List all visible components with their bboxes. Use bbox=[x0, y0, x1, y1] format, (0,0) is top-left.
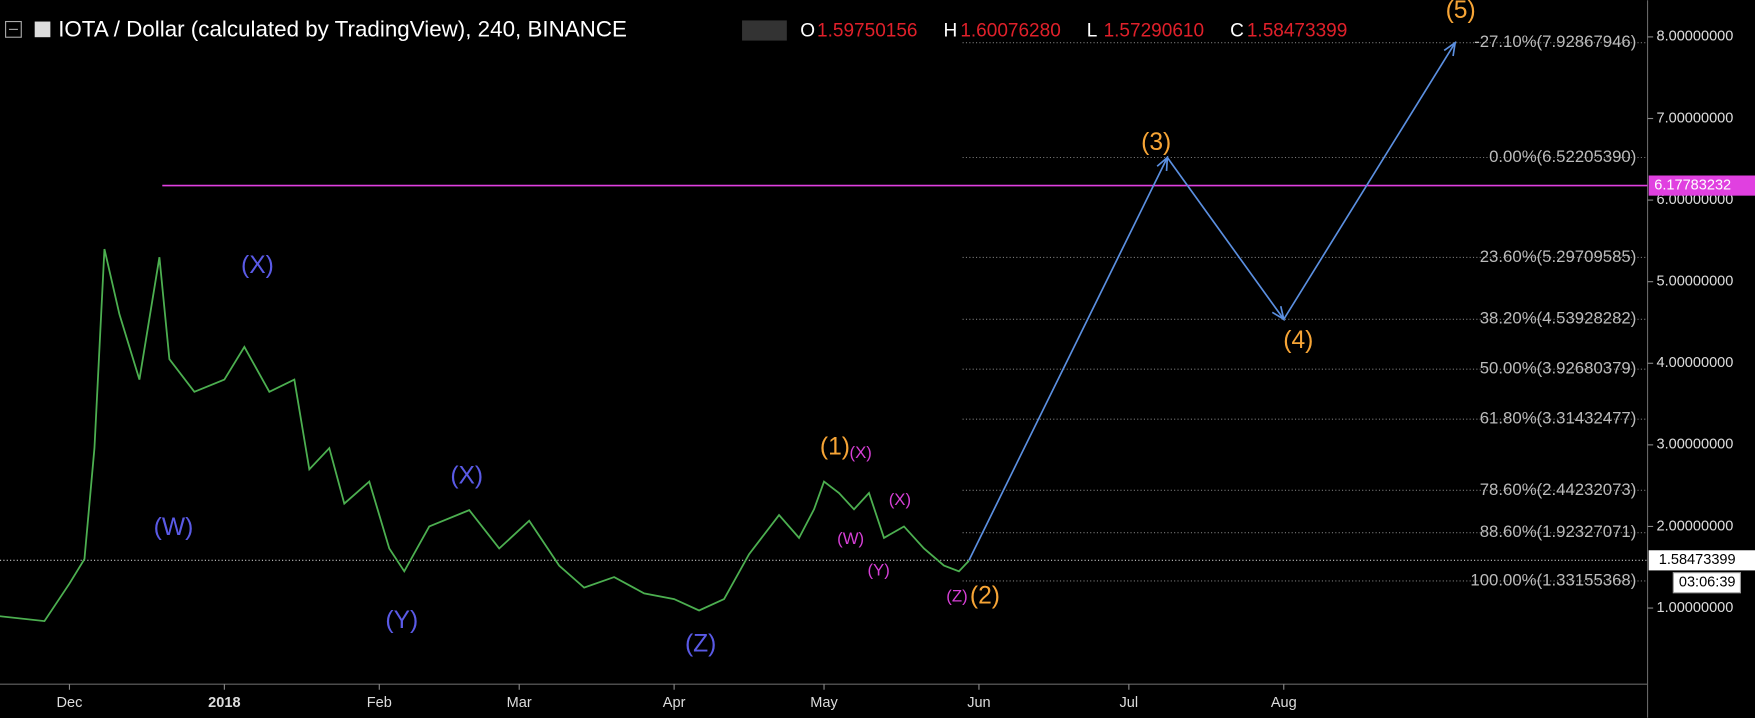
wave-label: (2) bbox=[970, 582, 1000, 609]
x-tick-label: Apr bbox=[663, 695, 686, 711]
y-tick-label: 6.00000000 bbox=[1657, 192, 1734, 208]
wave-label: (X) bbox=[450, 463, 483, 490]
settings-icons[interactable] bbox=[742, 20, 787, 41]
projection-arrow bbox=[1156, 155, 1169, 171]
countdown-tag bbox=[1672, 572, 1742, 594]
wave-label: (X) bbox=[850, 443, 872, 462]
ohlc-key: L bbox=[1087, 21, 1098, 42]
symbol-icon bbox=[34, 21, 51, 38]
wave-label: (W) bbox=[837, 529, 864, 548]
wave-label: (X) bbox=[241, 252, 274, 279]
fib-label: 100.00%(1.33155368) bbox=[1470, 570, 1636, 589]
ohlc-value: 1.57290610 bbox=[1104, 21, 1204, 42]
fib-label: 78.60%(2.44232073) bbox=[1480, 480, 1637, 499]
y-tick-label: 3.00000000 bbox=[1657, 437, 1734, 453]
fib-label: -27.10%(7.92867946) bbox=[1474, 32, 1636, 51]
fib-label: 88.60%(1.92327071) bbox=[1480, 522, 1637, 541]
last-price-tag bbox=[1648, 550, 1755, 571]
wave-label: (4) bbox=[1283, 327, 1313, 354]
ohlc-key: O bbox=[800, 21, 815, 42]
ohlc-key: H bbox=[944, 21, 958, 42]
ohlc-value: 1.60076280 bbox=[960, 21, 1060, 42]
wave-label: (Z) bbox=[946, 586, 967, 605]
fib-label: 61.80%(3.31432477) bbox=[1480, 409, 1637, 428]
countdown-label: 03:06:39 bbox=[1679, 575, 1736, 591]
resistance-tag-label: 6.17783232 bbox=[1654, 177, 1731, 193]
collapse-icon[interactable] bbox=[5, 20, 22, 38]
wave-label: (Z) bbox=[685, 630, 716, 657]
wave-label: (5) bbox=[1446, 0, 1476, 24]
ohlc-value: 1.59750156 bbox=[817, 21, 917, 42]
ohlc-key: C bbox=[1230, 21, 1244, 42]
wave-label: (3) bbox=[1141, 129, 1171, 156]
y-tick-label: 4.00000000 bbox=[1657, 355, 1734, 371]
x-tick-label: May bbox=[810, 695, 838, 711]
wave-label: (Y) bbox=[385, 607, 418, 634]
fib-label: 23.60%(5.29709585) bbox=[1480, 247, 1637, 266]
last-price-tag-label: 1.58473399 bbox=[1659, 552, 1736, 568]
x-tick-label: 2018 bbox=[208, 695, 240, 711]
wave-label: (1) bbox=[820, 433, 850, 460]
ohlc-value: 1.58473399 bbox=[1247, 21, 1347, 42]
y-tick-label: 1.00000000 bbox=[1657, 600, 1734, 616]
x-tick-label: Mar bbox=[507, 695, 532, 711]
fib-label: 38.20%(4.53928282) bbox=[1480, 309, 1637, 328]
symbol-title: IOTA / Dollar (calculated by TradingView… bbox=[58, 16, 627, 41]
wave-label: (X) bbox=[889, 490, 911, 509]
x-tick-label: Aug bbox=[1271, 695, 1297, 711]
price-line bbox=[0, 248, 970, 623]
wave-label: (W) bbox=[154, 514, 194, 541]
y-tick-label: 8.00000000 bbox=[1657, 29, 1734, 45]
y-tick-label: 5.00000000 bbox=[1657, 274, 1734, 290]
resistance-tag bbox=[1648, 175, 1755, 196]
x-tick-label: Jun bbox=[967, 695, 990, 711]
projection-arrow bbox=[1271, 305, 1286, 322]
projection-line bbox=[968, 42, 1456, 561]
y-tick-label: 7.00000000 bbox=[1657, 110, 1734, 126]
fib-label: 50.00%(3.92680379) bbox=[1480, 359, 1637, 378]
wave-label: (Y) bbox=[867, 561, 889, 580]
projection-arrow bbox=[1443, 40, 1457, 57]
x-tick-label: Dec bbox=[57, 695, 83, 711]
x-tick-label: Feb bbox=[367, 695, 392, 711]
x-tick-label: Jul bbox=[1120, 695, 1139, 711]
y-tick-label: 2.00000000 bbox=[1657, 518, 1734, 534]
fib-label: 0.00%(6.52205390) bbox=[1489, 147, 1636, 166]
